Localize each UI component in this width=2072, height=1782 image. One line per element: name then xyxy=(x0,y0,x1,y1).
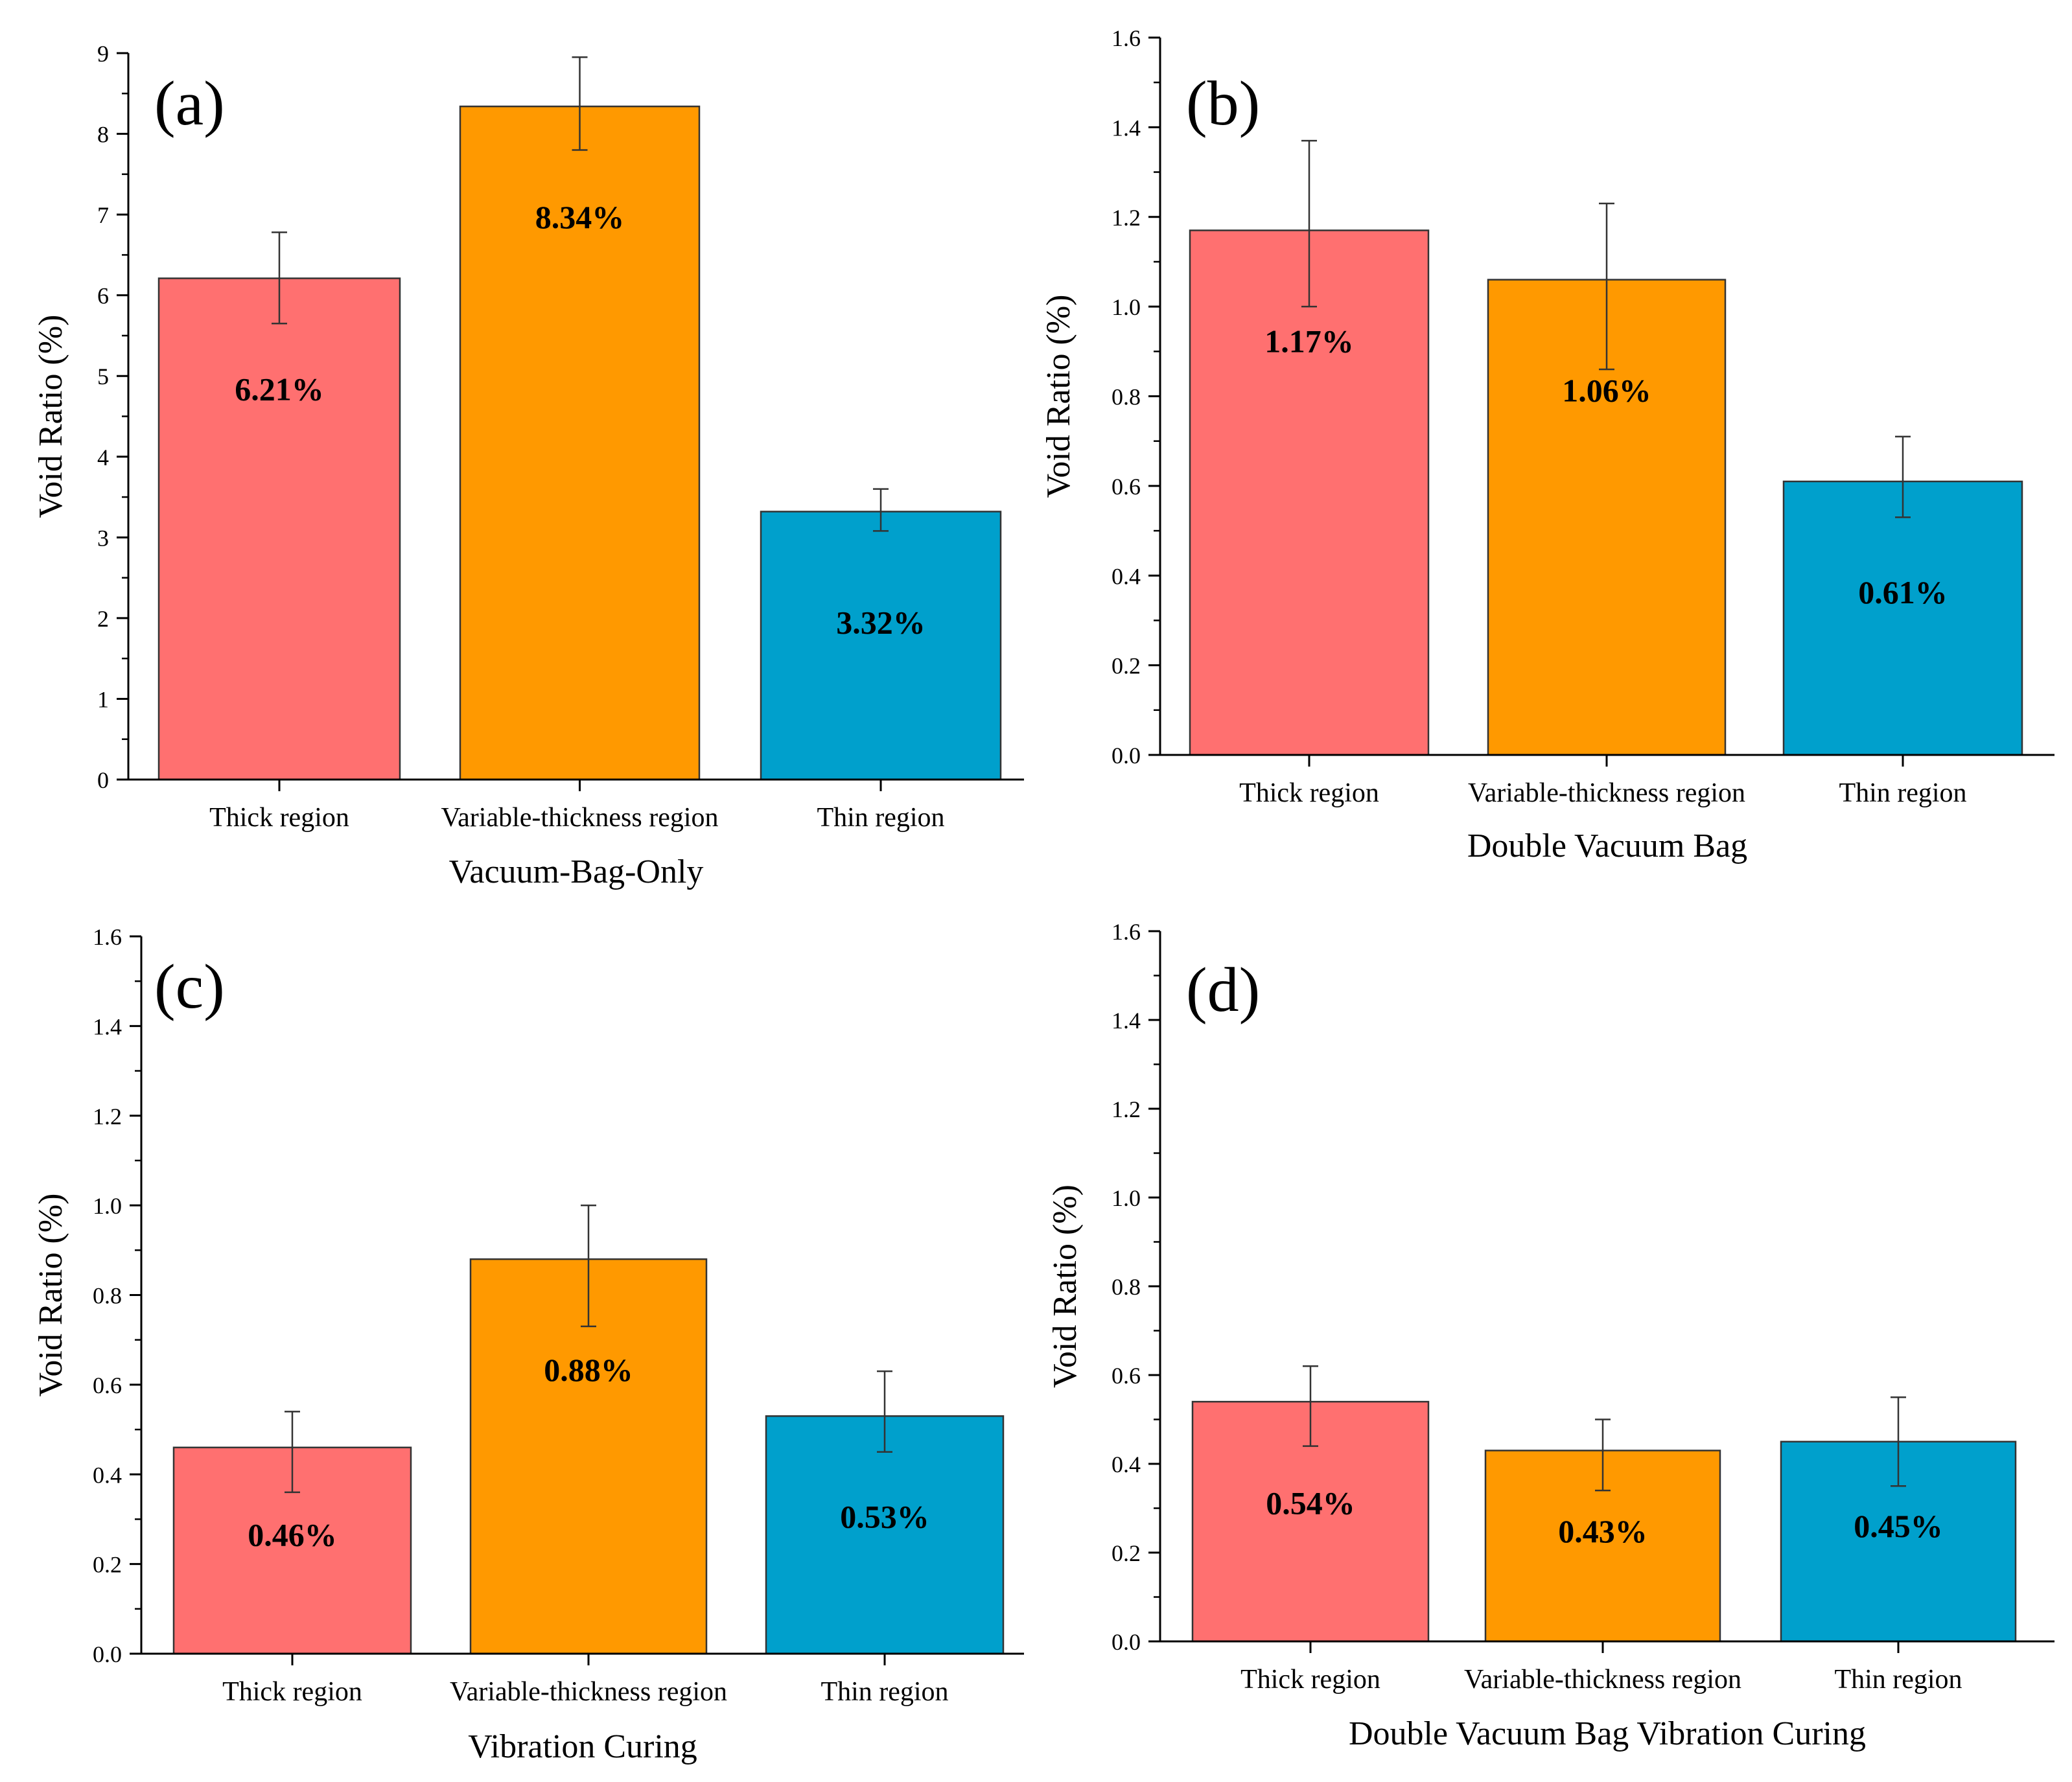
panel-d: 0.54% 0.43% 0.45% 0.0 0.2 0.4 0.6 0.8 1.0 1.2 1.4 1… xyxy=(1047,919,2055,1752)
y-tick-label: 0.8 xyxy=(1112,384,1141,410)
x-tick-label-variable-thickness-region: Variable-thickness region xyxy=(1468,778,1745,808)
y-tick-label: 0.2 xyxy=(1112,653,1141,679)
x-tick-label-thin-region: Thin region xyxy=(1839,778,1966,808)
panel-letter: (c) xyxy=(154,952,225,1022)
bar-thick-region xyxy=(157,277,401,781)
panel-letter: (b) xyxy=(1186,69,1260,139)
x-axis-title: Vibration Curing xyxy=(468,1728,697,1765)
y-tick-label: 0.0 xyxy=(1112,1629,1141,1655)
y-axis-title: Void Ratio (%) xyxy=(1040,295,1077,498)
y-tick-label: 0.8 xyxy=(93,1283,122,1309)
bar-thin-region xyxy=(765,1415,1005,1655)
x-axis-title: Double Vacuum Bag xyxy=(1467,827,1747,864)
y-tick-label: 0 xyxy=(97,767,109,793)
y-tick-label: 0.2 xyxy=(1112,1540,1141,1566)
error-bar-thick-region xyxy=(1303,1365,1318,1447)
y-tick-label: 1.2 xyxy=(93,1104,122,1129)
y-tick-label: 1.2 xyxy=(1112,205,1141,231)
error-bar-thick-region xyxy=(1301,139,1317,308)
data-label-thick-region: 0.54% xyxy=(1266,1485,1355,1521)
y-tick-label: 0.0 xyxy=(93,1641,122,1667)
x-tick-label-thin-region: Thin region xyxy=(821,1677,948,1707)
panel-a: 6.21% 8.34% 3.32% 0 1 2 3 4 5 6 7 8 9 Thick region Var… xyxy=(32,41,1024,890)
data-label-thin-region: 0.45% xyxy=(1854,1508,1943,1544)
x-tick-label-thick-region: Thick region xyxy=(1239,778,1379,808)
x-axis-title: Vacuum-Bag-Only xyxy=(449,853,704,890)
y-axis-title: Void Ratio (%) xyxy=(32,1194,69,1397)
y-tick-label: 0.4 xyxy=(1112,1452,1141,1477)
x-tick-label-thin-region: Thin region xyxy=(817,803,944,833)
error-bar-variable-thickness-region xyxy=(1595,1418,1611,1492)
x-tick-label-thick-region: Thick region xyxy=(222,1677,362,1707)
y-tick-label: 3 xyxy=(97,525,109,551)
x-tick-label-thin-region: Thin region xyxy=(1834,1665,1962,1695)
data-label-thin-region: 0.53% xyxy=(840,1498,929,1534)
y-tick-label: 2 xyxy=(97,606,109,632)
y-tick-label: 0.6 xyxy=(1112,474,1141,500)
y-tick-label: 0.6 xyxy=(93,1372,122,1398)
x-tick-label-variable-thickness-region: Variable-thickness region xyxy=(450,1677,727,1707)
panel-c: 0.46% 0.88% 0.53% 0.0 0.2 0.4 0.6 0.8 1.0 1.2 1.4 1… xyxy=(32,924,1024,1765)
data-label-variable-thickness-region: 8.34% xyxy=(535,199,625,235)
data-label-variable-thickness-region: 1.06% xyxy=(1562,373,1651,409)
bar-variable-thickness-region xyxy=(459,105,701,781)
error-bar-variable-thickness-region xyxy=(1599,202,1614,371)
y-tick-label: 0.2 xyxy=(93,1552,122,1578)
x-tick-label-thick-region: Thick region xyxy=(209,803,349,833)
y-tick-label: 1 xyxy=(97,686,109,712)
y-tick-label: 1.4 xyxy=(93,1013,122,1039)
y-tick-label: 0.4 xyxy=(93,1462,122,1488)
y-axis-title: Void Ratio (%) xyxy=(32,315,69,518)
x-tick-label-thick-region: Thick region xyxy=(1240,1665,1380,1695)
panel-b: 1.17% 1.06% 0.61% 0.0 0.2 0.4 0.6 0.8 1.0 1.2 1.4 1… xyxy=(1040,25,2055,864)
error-bar-variable-thickness-region xyxy=(572,56,588,151)
y-tick-label: 0.0 xyxy=(1112,743,1141,769)
y-tick-label: 5 xyxy=(97,364,109,389)
y-tick-label: 0.4 xyxy=(1112,563,1141,589)
data-label-variable-thickness-region: 0.43% xyxy=(1558,1513,1647,1549)
data-label-thin-region: 3.32% xyxy=(836,604,925,640)
error-bar-thin-region xyxy=(877,1370,892,1453)
y-tick-label: 8 xyxy=(97,122,109,148)
error-bar-thin-region xyxy=(873,488,889,532)
y-tick-label: 1.4 xyxy=(1112,115,1141,141)
bar-thin-region xyxy=(1782,480,2023,756)
data-label-thick-region: 6.21% xyxy=(235,371,324,408)
panel-letter: (a) xyxy=(154,69,225,139)
bar-thick-region xyxy=(1189,229,1430,756)
y-tick-label: 1.0 xyxy=(93,1193,122,1219)
error-bar-thin-region xyxy=(1895,435,1911,518)
x-tick-label-variable-thickness-region: Variable-thickness region xyxy=(1464,1665,1741,1695)
x-tick-label-variable-thickness-region: Variable-thickness region xyxy=(441,803,718,833)
y-axis-title: Void Ratio (%) xyxy=(1047,1185,1084,1388)
y-tick-label: 1.4 xyxy=(1112,1008,1141,1034)
panel-letter: (d) xyxy=(1186,955,1260,1025)
y-tick-label: 1.0 xyxy=(1112,294,1141,320)
y-tick-label: 1.0 xyxy=(1112,1185,1141,1211)
error-bar-thin-region xyxy=(1891,1396,1906,1487)
y-tick-label: 0.8 xyxy=(1112,1274,1141,1300)
data-label-thin-region: 0.61% xyxy=(1858,574,1948,610)
y-tick-label: 1.6 xyxy=(1112,25,1141,51)
error-bar-thick-region xyxy=(272,231,287,325)
y-tick-label: 1.2 xyxy=(1112,1096,1141,1122)
y-tick-label: 9 xyxy=(97,41,109,67)
y-tick-label: 6 xyxy=(97,283,109,309)
error-bar-thick-region xyxy=(285,1411,300,1494)
data-label-thick-region: 0.46% xyxy=(248,1516,337,1553)
data-label-thick-region: 1.17% xyxy=(1264,323,1354,360)
y-tick-label: 4 xyxy=(97,445,109,470)
y-tick-label: 1.6 xyxy=(93,924,122,950)
data-label-variable-thickness-region: 0.88% xyxy=(544,1352,633,1388)
y-tick-label: 0.6 xyxy=(1112,1363,1141,1389)
y-tick-label: 1.6 xyxy=(1112,919,1141,945)
bar-thin-region xyxy=(760,511,1002,781)
y-tick-label: 7 xyxy=(97,202,109,228)
error-bar-variable-thickness-region xyxy=(581,1204,596,1328)
x-axis-title: Double Vacuum Bag Vibration Curing xyxy=(1349,1715,1866,1752)
